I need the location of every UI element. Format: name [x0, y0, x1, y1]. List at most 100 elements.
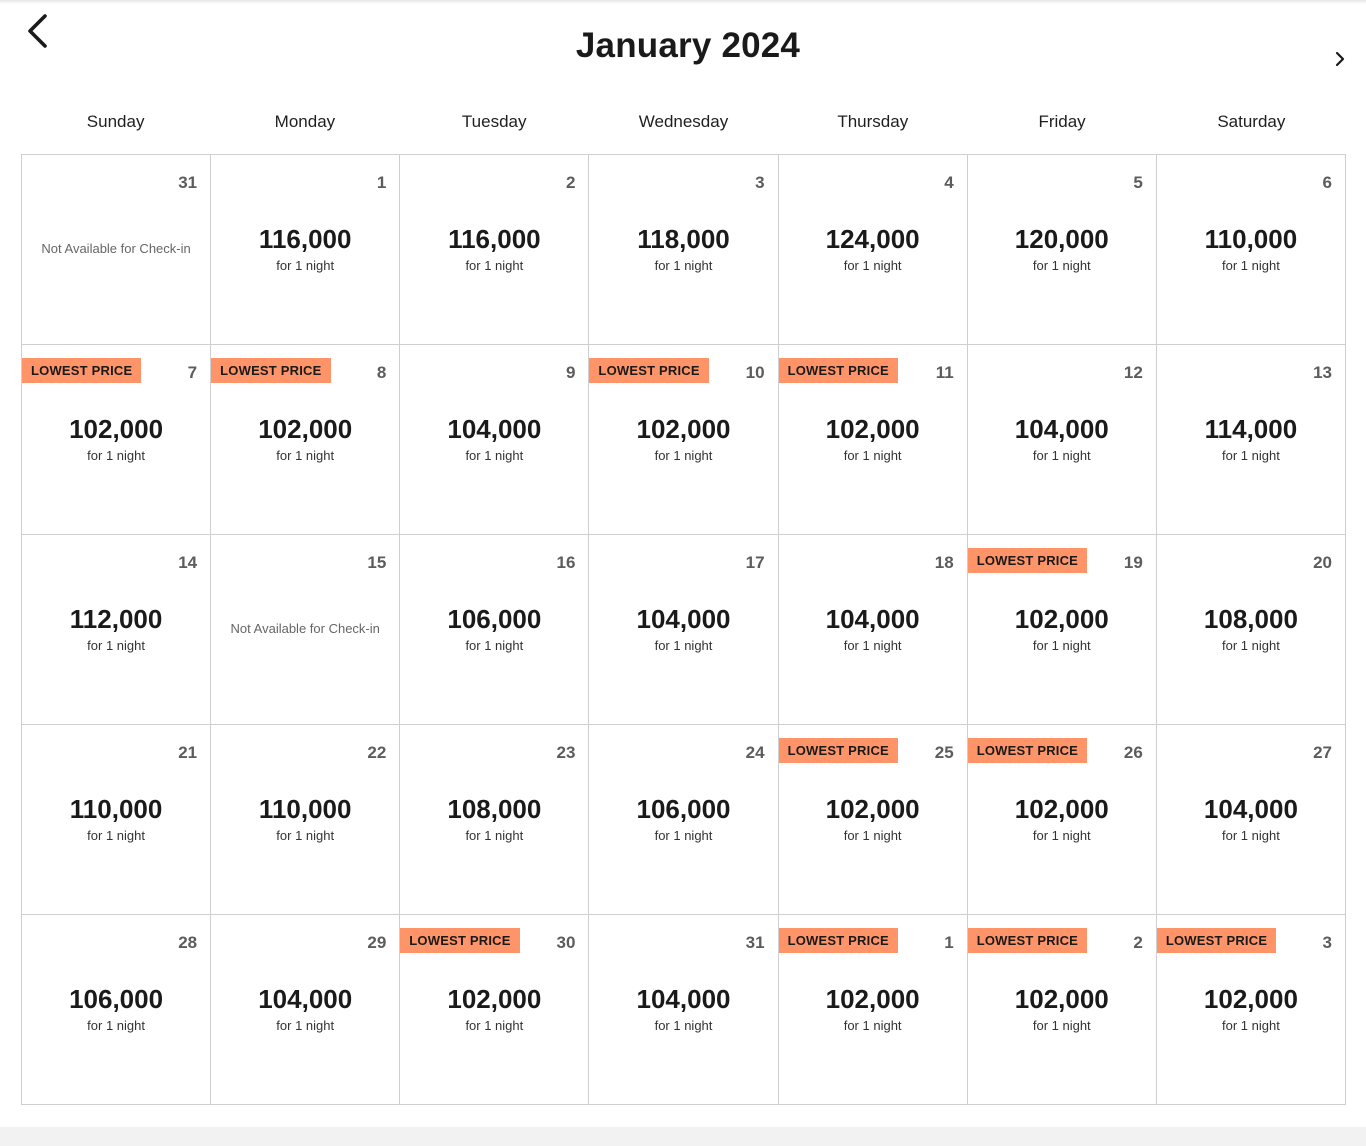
- lowest-price-badge: LOWEST PRICE: [211, 358, 331, 383]
- calendar-day-cell[interactable]: LOWEST PRICE 25 102,000 for 1 night: [778, 725, 968, 915]
- day-number: 6: [1322, 173, 1332, 192]
- nights-label: for 1 night: [87, 638, 145, 653]
- day-number: 8: [376, 363, 387, 382]
- day-price: 120,000: [1014, 224, 1109, 254]
- calendar-day-cell[interactable]: 17 104,000 for 1 night: [589, 535, 779, 725]
- nights-label: for 1 night: [87, 448, 145, 463]
- nights-label: for 1 night: [1032, 828, 1091, 843]
- day-price: 102,000: [1014, 794, 1109, 824]
- calendar-day-cell[interactable]: LOWEST PRICE 2 102,000 for 1 night: [967, 915, 1157, 1105]
- nights-label: for 1 night: [276, 828, 335, 843]
- calendar-day-cell[interactable]: LOWEST PRICE 19 102,000 for 1 night: [967, 535, 1157, 725]
- day-price: 118,000: [637, 224, 730, 254]
- calendar-day-cell: 31 Not Available for Check-in: [22, 155, 212, 345]
- day-number: 30: [556, 933, 576, 952]
- calendar-day-cell[interactable]: LOWEST PRICE 30 102,000 for 1 night: [400, 915, 590, 1105]
- calendar-day-cell[interactable]: 24 106,000 for 1 night: [589, 725, 779, 915]
- day-price: 102,000: [1014, 604, 1109, 634]
- day-number: 31: [178, 173, 198, 192]
- calendar-day-cell[interactable]: LOWEST PRICE 1 102,000 for 1 night: [778, 915, 968, 1105]
- day-number: 20: [1313, 553, 1332, 572]
- day-number: 4: [944, 173, 954, 192]
- day-price: 104,000: [636, 604, 731, 634]
- weekday-label: Wednesday: [638, 112, 729, 131]
- day-number: 31: [745, 933, 765, 952]
- day-price: 104,000: [1203, 794, 1298, 824]
- day-price: 108,000: [447, 794, 542, 824]
- calendar-day-cell[interactable]: 27 104,000 for 1 night: [1156, 725, 1346, 915]
- day-price: 102,000: [258, 414, 353, 444]
- calendar-day-cell[interactable]: 28 106,000 for 1 night: [22, 915, 212, 1105]
- day-number: 15: [367, 553, 387, 572]
- calendar-day-cell[interactable]: 9 104,000 for 1 night: [400, 345, 590, 535]
- day-price: 104,000: [1014, 414, 1109, 444]
- nights-label: for 1 night: [87, 1018, 145, 1033]
- lowest-price-badge: LOWEST PRICE: [1156, 928, 1277, 953]
- nights-label: for 1 night: [1222, 1018, 1280, 1033]
- calendar-day-cell[interactable]: 23 108,000 for 1 night: [400, 725, 590, 915]
- lowest-price-badge: LOWEST PRICE: [22, 358, 142, 383]
- day-number: 25: [934, 743, 954, 762]
- day-number: 28: [178, 933, 198, 952]
- day-price: 106,000: [69, 984, 164, 1014]
- calendar-day-cell[interactable]: 14 112,000 for 1 night: [22, 535, 212, 725]
- nights-label: for 1 night: [1032, 258, 1091, 273]
- calendar-day-cell[interactable]: 22 110,000 for 1 night: [211, 725, 401, 915]
- lowest-price-badge: LOWEST PRICE: [778, 358, 898, 383]
- weekday-label: Thursday: [837, 112, 909, 131]
- day-price: 108,000: [1203, 604, 1298, 634]
- weekday-label: Sunday: [86, 112, 145, 131]
- calendar-day-cell[interactable]: LOWEST PRICE 26 102,000 for 1 night: [967, 725, 1157, 915]
- nights-label: for 1 night: [465, 448, 524, 463]
- weekday-label: Monday: [274, 112, 336, 131]
- day-price: 102,000: [69, 414, 164, 444]
- calendar-day-cell[interactable]: LOWEST PRICE 10 102,000 for 1 night: [589, 345, 779, 535]
- day-number: 13: [1313, 363, 1332, 382]
- nights-label: for 1 night: [654, 1018, 713, 1033]
- calendar-day-cell[interactable]: 16 106,000 for 1 night: [400, 535, 590, 725]
- nights-label: for 1 night: [654, 828, 713, 843]
- calendar-day-cell[interactable]: 2 116,000 for 1 night: [400, 155, 590, 345]
- lowest-price-badge: LOWEST PRICE: [778, 928, 898, 953]
- day-number: 22: [367, 743, 387, 762]
- calendar-day-cell[interactable]: 18 104,000 for 1 night: [778, 535, 968, 725]
- calendar-day-cell[interactable]: LOWEST PRICE 3 102,000 for 1 night: [1156, 915, 1346, 1105]
- calendar-day-cell[interactable]: 12 104,000 for 1 night: [967, 345, 1157, 535]
- nights-label: for 1 night: [276, 1018, 335, 1033]
- day-price: 110,000: [1204, 224, 1298, 254]
- calendar-day-cell[interactable]: 29 104,000 for 1 night: [211, 915, 401, 1105]
- next-month-button[interactable]: [1328, 46, 1352, 72]
- day-price: 102,000: [825, 794, 920, 824]
- day-price: 110,000: [69, 794, 163, 824]
- calendar-day-cell[interactable]: 13 114,000 for 1 night: [1156, 345, 1346, 535]
- day-price: 106,000: [447, 604, 542, 634]
- weekday-label: Friday: [1038, 112, 1086, 131]
- nights-label: for 1 night: [654, 448, 713, 463]
- day-price: 114,000: [1204, 414, 1298, 444]
- calendar-day-cell: 15 Not Available for Check-in: [211, 535, 401, 725]
- weekday-label: Tuesday: [461, 112, 527, 131]
- calendar-day-cell[interactable]: 1 116,000 for 1 night: [211, 155, 401, 345]
- calendar-day-cell[interactable]: 21 110,000 for 1 night: [22, 725, 212, 915]
- day-number: 17: [745, 553, 765, 572]
- day-price: 102,000: [636, 414, 731, 444]
- calendar-day-cell[interactable]: 31 104,000 for 1 night: [589, 915, 779, 1105]
- nights-label: for 1 night: [1032, 448, 1091, 463]
- day-number: 16: [556, 553, 576, 572]
- day-number: 12: [1123, 363, 1143, 382]
- calendar-day-cell[interactable]: 6 110,000 for 1 night: [1156, 155, 1346, 345]
- day-price: 106,000: [636, 794, 731, 824]
- calendar-day-cell[interactable]: 4 124,000 for 1 night: [778, 155, 968, 345]
- previous-month-button[interactable]: [20, 10, 54, 52]
- nights-label: for 1 night: [1222, 828, 1280, 843]
- calendar-day-cell[interactable]: 20 108,000 for 1 night: [1156, 535, 1346, 725]
- calendar-day-cell[interactable]: 5 120,000 for 1 night: [967, 155, 1157, 345]
- calendar-day-cell[interactable]: LOWEST PRICE 7 102,000 for 1 night: [22, 345, 212, 535]
- calendar-day-cell[interactable]: LOWEST PRICE 8 102,000 for 1 night: [211, 345, 401, 535]
- nights-label: for 1 night: [465, 828, 524, 843]
- lowest-price-badge: LOWEST PRICE: [967, 928, 1088, 953]
- nights-label: for 1 night: [843, 448, 902, 463]
- calendar-day-cell[interactable]: 3 118,000 for 1 night: [589, 155, 779, 345]
- day-number: 23: [556, 743, 576, 762]
- calendar-day-cell[interactable]: LOWEST PRICE 11 102,000 for 1 night: [778, 345, 968, 535]
